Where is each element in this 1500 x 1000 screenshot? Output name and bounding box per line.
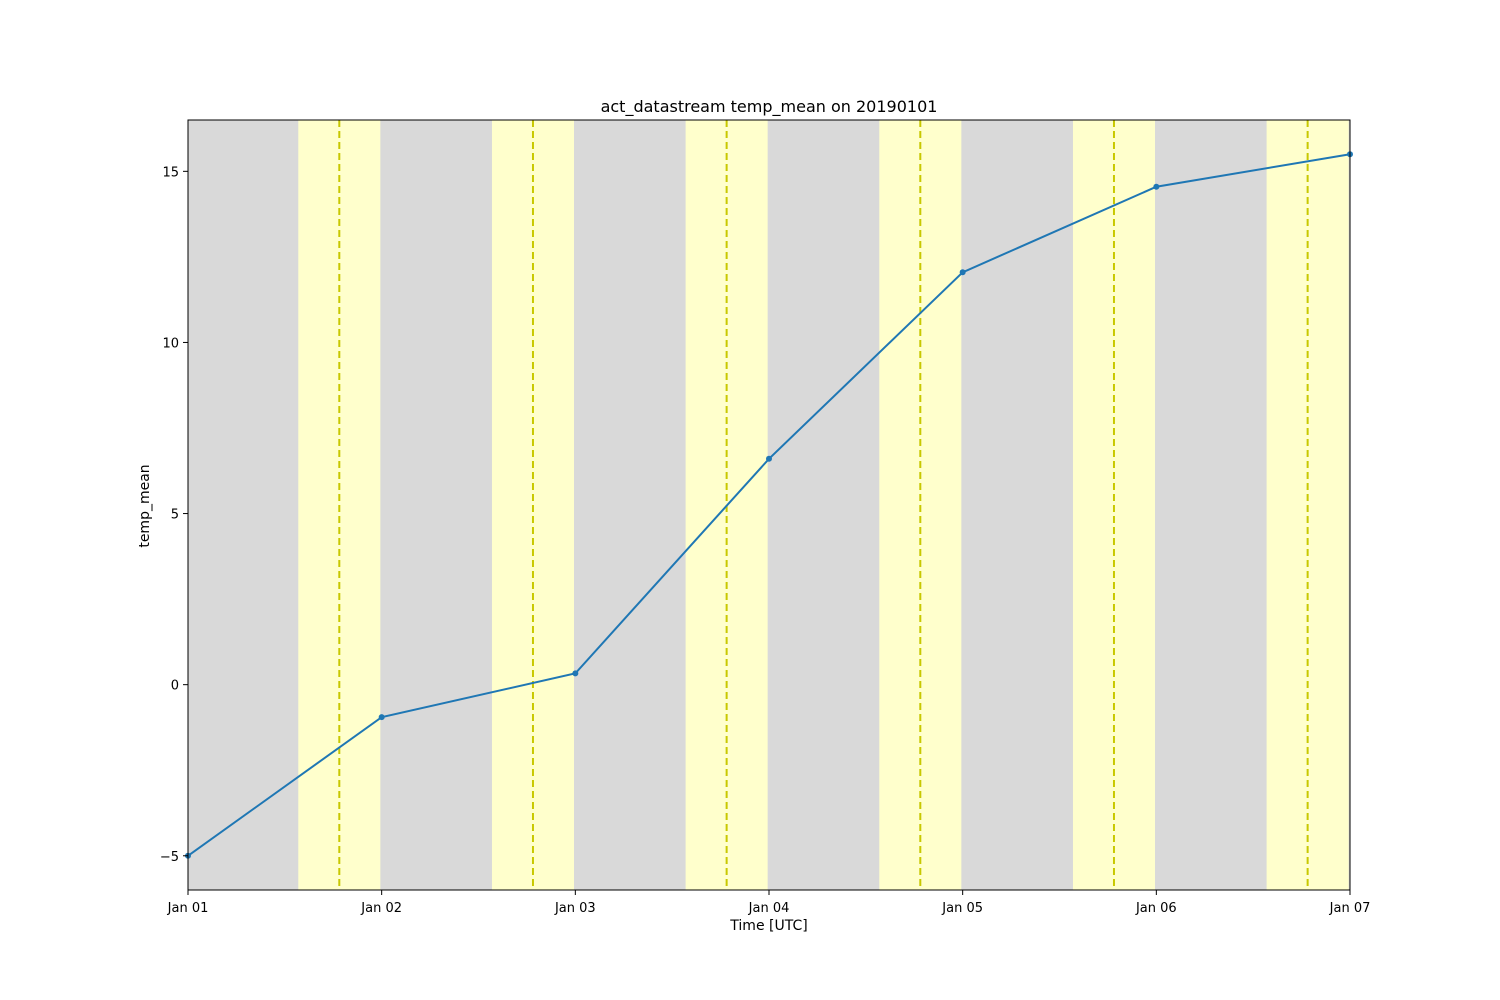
axes-background bbox=[188, 120, 1350, 890]
y-tick-label: 10 bbox=[162, 336, 179, 351]
solar-noon-lines bbox=[338, 120, 1309, 890]
data-point bbox=[572, 670, 579, 677]
series-layer bbox=[185, 151, 1353, 859]
x-tick-label: Jan 03 bbox=[554, 901, 596, 916]
data-point bbox=[378, 714, 385, 721]
x-tick-label: Jan 02 bbox=[360, 901, 402, 916]
plot-area bbox=[185, 119, 1353, 891]
y-tick-label: 15 bbox=[162, 165, 179, 180]
y-tick-label: 5 bbox=[171, 508, 179, 523]
x-axis: Jan 01 Jan 02 Jan 03 Jan 04 Jan 05 Jan 06 Jan … bbox=[167, 890, 1371, 916]
x-tick-label: Jan 05 bbox=[941, 901, 983, 916]
y-axis: −5 0 5 10 15 bbox=[160, 165, 188, 865]
data-point bbox=[1153, 183, 1160, 190]
x-tick-label: Jan 04 bbox=[748, 901, 790, 916]
x-tick-label: Jan 06 bbox=[1135, 901, 1177, 916]
data-point bbox=[766, 455, 772, 462]
y-tick-label: 0 bbox=[171, 679, 179, 694]
x-axis-label: Time [UTC] bbox=[729, 918, 807, 934]
x-tick-label: Jan 01 bbox=[167, 901, 209, 916]
y-axis-label: temp_mean bbox=[137, 464, 153, 547]
y-tick-label: −5 bbox=[160, 850, 179, 865]
data-point bbox=[959, 269, 966, 276]
chart-title: act_datastream temp_mean on 20190101 bbox=[601, 97, 938, 117]
x-tick-label: Jan 07 bbox=[1329, 901, 1371, 916]
